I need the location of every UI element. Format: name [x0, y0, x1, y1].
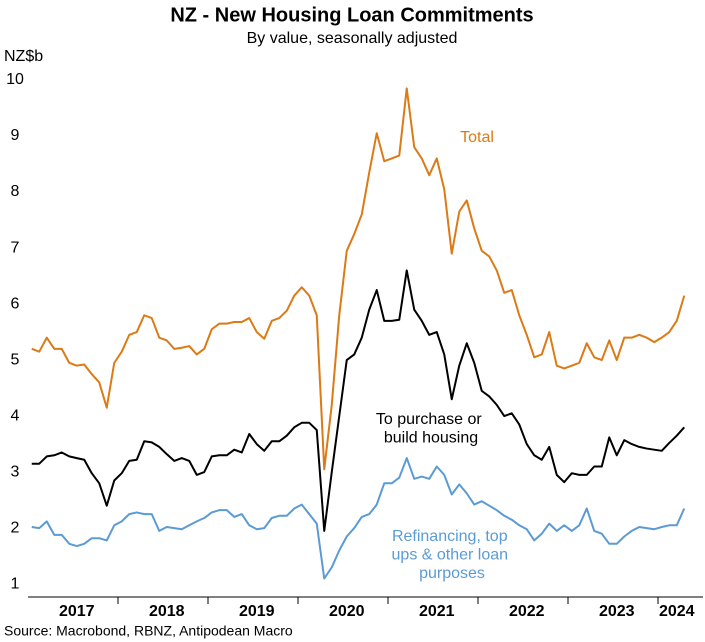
y-axis-label: NZ$b: [4, 48, 43, 65]
x-tick-label: 2017: [59, 603, 95, 620]
line-series: [31, 87, 686, 471]
x-tick-label: 2018: [149, 603, 185, 620]
y-tick-label: 10: [6, 71, 24, 88]
y-tick-label: 1: [11, 575, 20, 592]
series-label: To purchase or build housing: [376, 411, 486, 447]
x-tick-label: 2020: [329, 603, 365, 620]
series-label-line: build housing: [384, 430, 478, 447]
line-series: [31, 457, 686, 580]
y-tick-label: 6: [11, 295, 20, 312]
source-note: Source: Macrobond, RBNZ, Antipodean Macr…: [4, 623, 293, 639]
series-label-line: Refinancing, top: [392, 528, 512, 545]
x-tick-label: 2021: [419, 603, 455, 620]
line-series: [31, 269, 685, 532]
series-label-line: purposes: [419, 565, 485, 582]
chart-title: NZ - New Housing Loan Commitments: [170, 4, 533, 26]
y-tick-label: 7: [11, 239, 20, 256]
y-tick-label: 5: [11, 351, 20, 368]
y-tick-label: 3: [11, 463, 20, 480]
y-tick-label: 9: [11, 127, 20, 144]
y-tick-label: 8: [11, 183, 20, 200]
series-label-line: Total: [460, 129, 494, 146]
series-label: Total: [460, 129, 494, 146]
series-label-line: To purchase or: [376, 411, 486, 428]
series-label-line: ups & other loan: [392, 547, 513, 564]
y-tick-label: 4: [11, 407, 20, 424]
x-tick-label: 2023: [599, 603, 635, 620]
y-tick-label: 2: [11, 519, 20, 536]
x-tick-label: 2019: [239, 603, 275, 620]
chart-subtitle: By value, seasonally adjusted: [247, 30, 458, 47]
x-tick-label: 2022: [509, 603, 545, 620]
series-label: Refinancing, top ups & other loan purpos…: [392, 528, 513, 582]
x-tick-label: 2024: [659, 603, 695, 620]
